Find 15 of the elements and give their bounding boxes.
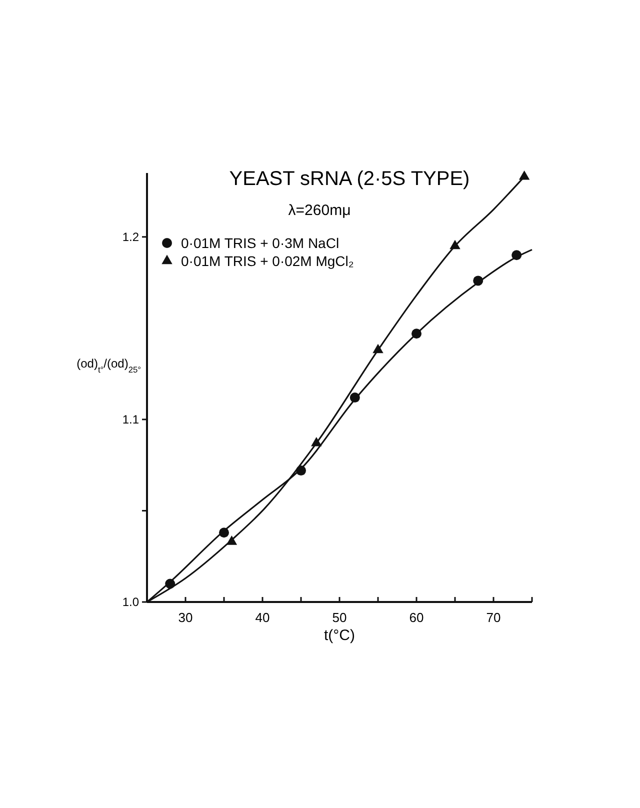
- chart-title: YEAST sRNA (2·5S TYPE): [229, 168, 470, 190]
- x-tick-label: 40: [255, 610, 270, 625]
- x-axis-title: t(°C): [324, 627, 355, 644]
- y-tick-label: 1.1: [122, 412, 140, 426]
- text: λ=260mμ: [288, 202, 351, 219]
- x-tick-label: 70: [486, 610, 501, 625]
- x-tick-label: 60: [409, 610, 424, 625]
- y-axis-title: (od)$_{t°}$/(od)$_{25°}$: [76, 356, 141, 374]
- legend-label: 0·01M TRIS + 0·02M MgCl₂: [181, 253, 354, 269]
- legend-label: 0·01M TRIS + 0·3M NaCl: [181, 235, 340, 251]
- point: [518, 170, 530, 180]
- x-tick-label: 50: [332, 610, 347, 625]
- y-tick-label: 1.2: [122, 230, 140, 244]
- x-tick-label: 30: [178, 610, 193, 625]
- y-tick-label: 1.0: [122, 595, 140, 609]
